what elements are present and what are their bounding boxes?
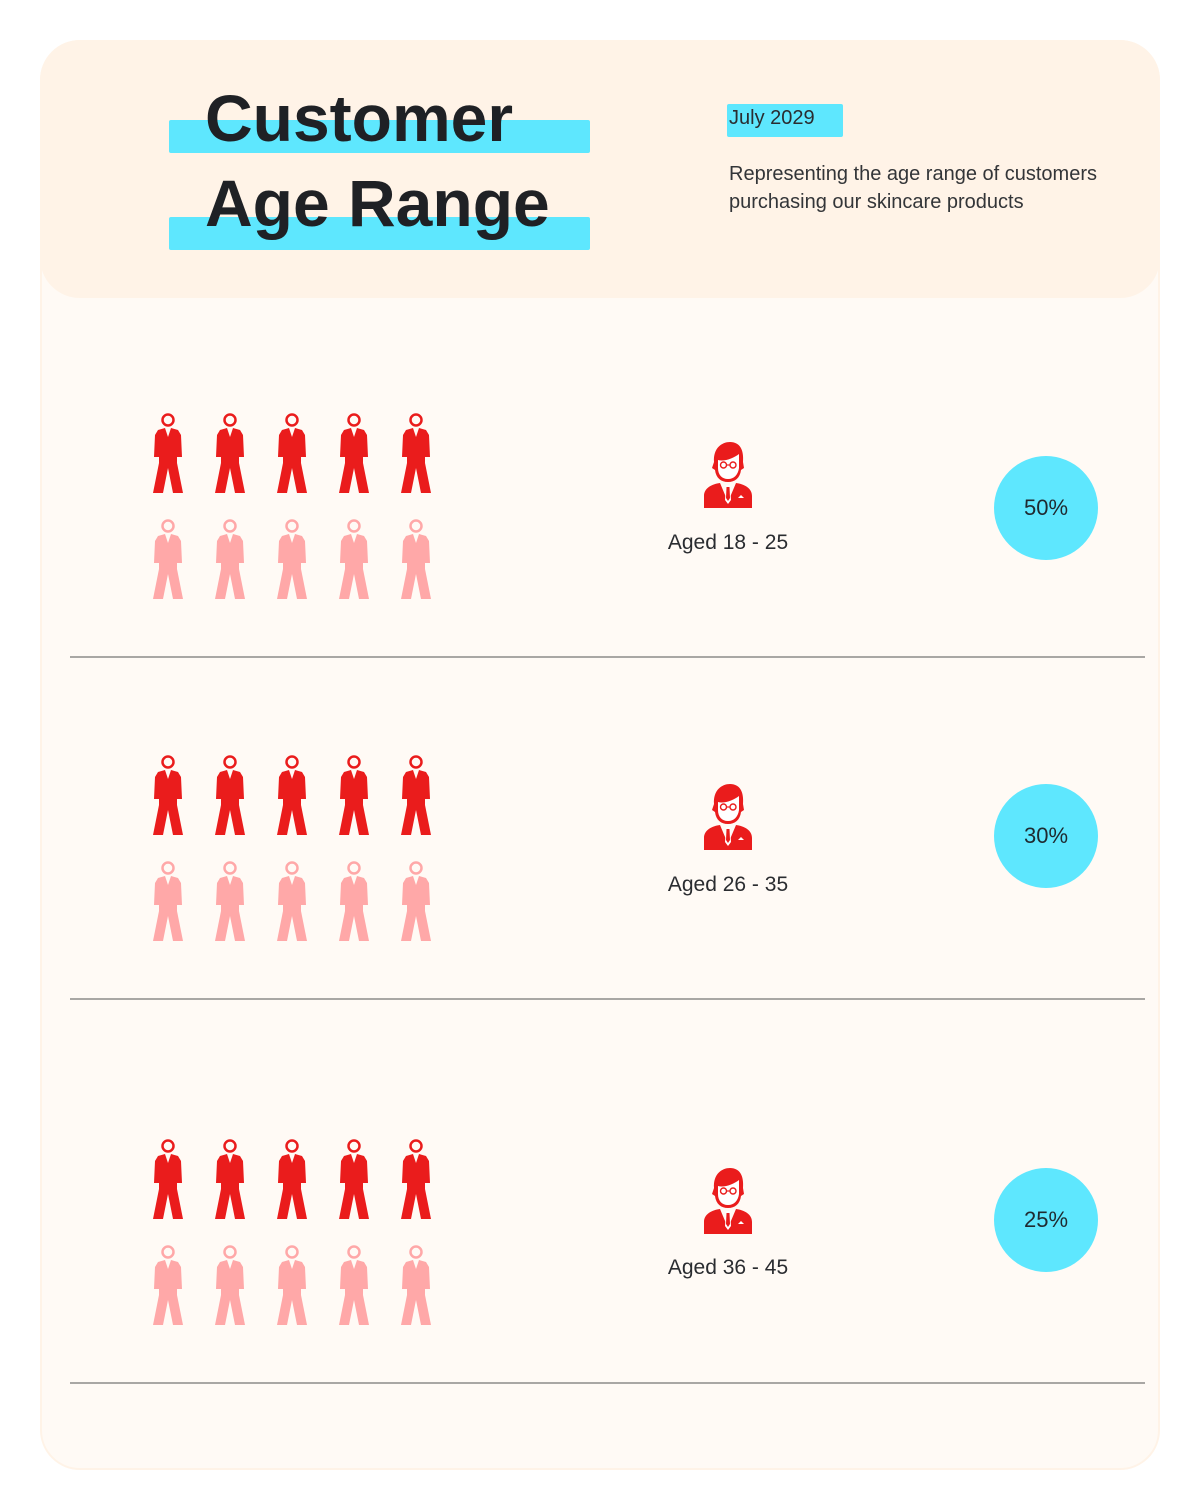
person-icon — [274, 413, 310, 495]
age-label: Aged 36 - 45 — [667, 1256, 789, 1279]
pictogram-grid — [150, 755, 434, 943]
person-icon — [336, 519, 372, 601]
person-icon — [274, 861, 310, 943]
percent-value: 50% — [1023, 495, 1069, 520]
person-icon — [274, 1245, 310, 1327]
businessman-icon — [700, 1166, 756, 1236]
pictogram-grid — [150, 1139, 434, 1327]
person-icon — [336, 1139, 372, 1221]
percent-badge: 50% — [994, 456, 1098, 560]
person-icon — [150, 519, 186, 601]
person-icon — [398, 413, 434, 495]
percent-badge: 30% — [994, 784, 1098, 888]
title-highlight-1 — [169, 120, 590, 153]
percent-value: 30% — [1023, 823, 1069, 848]
divider — [70, 656, 1145, 658]
person-icon — [150, 861, 186, 943]
person-icon — [212, 1139, 248, 1221]
age-label: Aged 26 - 35 — [667, 873, 789, 896]
age-label: Aged 18 - 25 — [667, 531, 789, 554]
person-icon — [212, 1245, 248, 1327]
person-icon — [150, 755, 186, 837]
person-icon — [398, 519, 434, 601]
person-icon — [398, 1139, 434, 1221]
divider — [70, 998, 1145, 1000]
title-highlight-2 — [169, 217, 590, 250]
person-icon — [274, 519, 310, 601]
date-badge — [727, 104, 843, 137]
person-icon — [274, 1139, 310, 1221]
person-icon — [398, 755, 434, 837]
person-icon — [212, 861, 248, 943]
divider — [70, 1382, 1145, 1384]
percent-value: 25% — [1023, 1207, 1069, 1232]
description: Representing the age range of customers … — [729, 163, 1097, 213]
percent-badge: 25% — [994, 1168, 1098, 1272]
person-icon — [398, 1245, 434, 1327]
person-icon — [212, 413, 248, 495]
person-icon — [336, 1245, 372, 1327]
person-icon — [150, 1139, 186, 1221]
person-icon — [398, 861, 434, 943]
person-icon — [336, 861, 372, 943]
person-icon — [336, 755, 372, 837]
header-panel — [40, 40, 1160, 298]
person-icon — [274, 755, 310, 837]
businessman-icon — [700, 782, 756, 852]
page-title-line-1: Customer — [205, 81, 514, 155]
person-icon — [212, 519, 248, 601]
pictogram-grid — [150, 413, 434, 601]
person-icon — [150, 1245, 186, 1327]
businessman-icon — [700, 440, 756, 510]
person-icon — [212, 755, 248, 837]
person-icon — [336, 413, 372, 495]
person-icon — [150, 413, 186, 495]
page-title-line-2: Age Range — [205, 166, 550, 240]
date-text: July 2029 — [729, 107, 815, 129]
